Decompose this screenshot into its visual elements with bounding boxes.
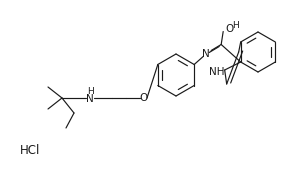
Text: N: N: [202, 50, 210, 59]
Text: N: N: [86, 94, 94, 104]
Text: NH: NH: [209, 67, 224, 77]
Text: H: H: [87, 88, 93, 96]
Text: O: O: [225, 25, 233, 34]
Text: HCl: HCl: [20, 143, 40, 156]
Text: H: H: [232, 21, 239, 30]
Text: O: O: [140, 93, 148, 103]
